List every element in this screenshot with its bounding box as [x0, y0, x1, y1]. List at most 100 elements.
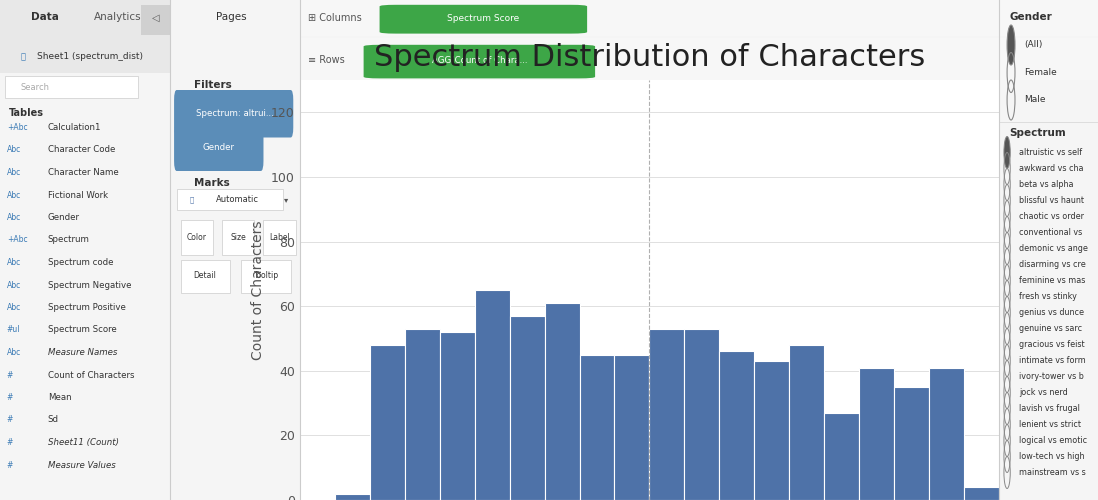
Bar	[264, 220, 295, 255]
Text: Spectrum code: Spectrum code	[47, 258, 113, 267]
Text: (All): (All)	[1023, 40, 1042, 50]
Text: ≡ Rows: ≡ Rows	[307, 55, 345, 65]
Text: genuine vs sarc: genuine vs sarc	[1019, 324, 1082, 333]
Bar	[180, 260, 229, 292]
Text: ▾: ▾	[284, 195, 289, 204]
Text: #ul: #ul	[7, 326, 20, 334]
Text: intimate vs form: intimate vs form	[1019, 356, 1086, 365]
Text: genius vs dunce: genius vs dunce	[1019, 308, 1084, 317]
Text: mainstream vs s: mainstream vs s	[1019, 468, 1086, 477]
Text: Tables: Tables	[9, 108, 44, 118]
FancyBboxPatch shape	[175, 125, 264, 171]
Text: Spectrum Score: Spectrum Score	[447, 14, 519, 23]
Bar	[825, 413, 860, 500]
Bar	[789, 345, 825, 500]
Text: Count of Characters: Count of Characters	[47, 370, 134, 380]
Text: Analytics: Analytics	[93, 12, 142, 22]
Text: Measure Values: Measure Values	[47, 460, 115, 469]
FancyBboxPatch shape	[380, 5, 587, 34]
Text: Automatic: Automatic	[215, 195, 258, 204]
Text: conventional vs: conventional vs	[1019, 228, 1083, 237]
Text: #: #	[7, 460, 13, 469]
Bar	[370, 345, 405, 500]
Text: Measure Names: Measure Names	[47, 348, 117, 357]
Circle shape	[1004, 136, 1010, 168]
Text: Gender: Gender	[47, 213, 80, 222]
Text: Tooltip: Tooltip	[254, 272, 279, 280]
Text: blissful vs haunt: blissful vs haunt	[1019, 196, 1084, 205]
Bar	[242, 260, 291, 292]
Text: #: #	[7, 393, 13, 402]
Text: Spectrum: Spectrum	[1009, 128, 1066, 138]
Text: Spectrum Negative: Spectrum Negative	[47, 280, 131, 289]
FancyBboxPatch shape	[175, 90, 293, 138]
Text: ◁: ◁	[152, 12, 159, 22]
Text: ivory-tower vs b: ivory-tower vs b	[1019, 372, 1084, 381]
Text: gracious vs feist: gracious vs feist	[1019, 340, 1085, 349]
Text: Abc: Abc	[7, 348, 21, 357]
Text: Sd: Sd	[47, 416, 58, 424]
Text: Fictional Work: Fictional Work	[47, 190, 108, 200]
Bar	[335, 494, 370, 500]
Bar	[177, 189, 283, 210]
Text: fresh vs stinky: fresh vs stinky	[1019, 292, 1077, 301]
Bar	[509, 316, 545, 500]
Circle shape	[1007, 25, 1015, 65]
Text: feminine vs mas: feminine vs mas	[1019, 276, 1085, 285]
Text: 🗒: 🗒	[21, 52, 25, 61]
Text: Search: Search	[21, 82, 49, 92]
Bar	[0, 40, 170, 72]
Text: +Abc: +Abc	[7, 123, 27, 132]
Bar	[439, 332, 474, 500]
Text: AGG(Count of Chara...: AGG(Count of Chara...	[432, 56, 527, 66]
Text: +Abc: +Abc	[7, 236, 27, 244]
Text: Sheet11 (Count): Sheet11 (Count)	[47, 438, 119, 447]
Text: Abc: Abc	[7, 168, 21, 177]
Text: Abc: Abc	[7, 280, 21, 289]
Bar	[142, 5, 170, 35]
Bar	[719, 352, 754, 500]
Text: Pages: Pages	[215, 12, 246, 22]
Text: Male: Male	[1023, 96, 1045, 104]
Text: Gender: Gender	[202, 143, 234, 152]
Text: jock vs nerd: jock vs nerd	[1019, 388, 1067, 397]
Text: Mean: Mean	[47, 393, 71, 402]
Bar	[180, 220, 213, 255]
Text: Spectrum: altrui...: Spectrum: altrui...	[197, 109, 273, 118]
Bar	[754, 361, 789, 500]
Bar	[860, 368, 894, 500]
Text: lenient vs strict: lenient vs strict	[1019, 420, 1080, 429]
Text: Abc: Abc	[7, 190, 21, 200]
Text: Abc: Abc	[7, 258, 21, 267]
Bar	[222, 220, 255, 255]
Text: Abc: Abc	[7, 213, 21, 222]
Text: awkward vs cha: awkward vs cha	[1019, 164, 1084, 173]
Y-axis label: Count of Characters: Count of Characters	[251, 220, 266, 360]
Text: Calculation1: Calculation1	[47, 123, 101, 132]
Bar	[405, 329, 439, 500]
Bar	[650, 329, 684, 500]
Text: chaotic vs order: chaotic vs order	[1019, 212, 1084, 221]
Bar	[0, 0, 170, 40]
Text: Data: Data	[31, 12, 58, 22]
Text: disarming vs cre: disarming vs cre	[1019, 260, 1086, 269]
Text: low-tech vs high: low-tech vs high	[1019, 452, 1085, 461]
Text: Character Name: Character Name	[47, 168, 119, 177]
Text: #: #	[7, 416, 13, 424]
Text: beta vs alpha: beta vs alpha	[1019, 180, 1074, 189]
Text: Abc: Abc	[7, 303, 21, 312]
Text: demonic vs ange: demonic vs ange	[1019, 244, 1088, 253]
Text: Spectrum Positive: Spectrum Positive	[47, 303, 125, 312]
Bar	[545, 303, 580, 500]
Text: #: #	[7, 438, 13, 447]
Text: Character Code: Character Code	[47, 146, 115, 154]
Text: Abc: Abc	[7, 146, 21, 154]
Text: ⬛: ⬛	[190, 196, 194, 203]
Bar	[300, 0, 1098, 36]
Text: Size: Size	[231, 233, 246, 242]
Text: Marks: Marks	[193, 178, 229, 188]
Bar	[580, 354, 615, 500]
Text: Detail: Detail	[193, 272, 216, 280]
Text: Spectrum Score: Spectrum Score	[47, 326, 116, 334]
Text: Filters: Filters	[193, 80, 232, 90]
